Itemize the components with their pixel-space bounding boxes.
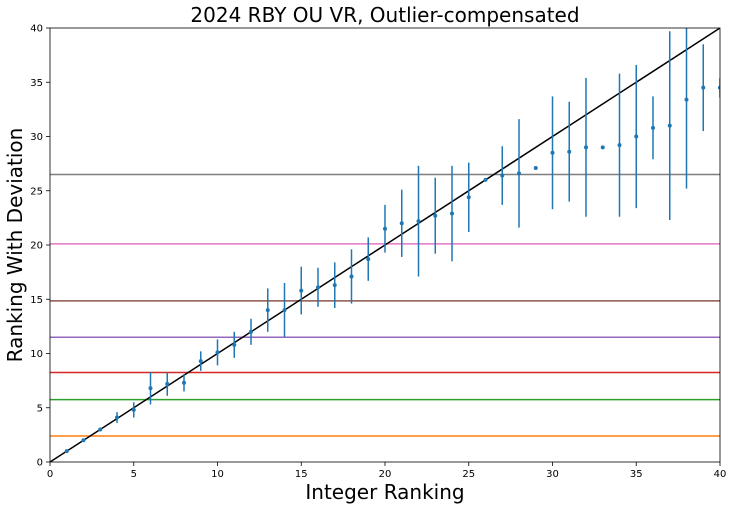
x-tick-label-10: 10 <box>211 469 224 480</box>
data-point-8 <box>182 380 186 385</box>
data-point-5 <box>131 407 136 412</box>
x-tick-label-5: 5 <box>131 469 137 480</box>
y-tick-label-30: 30 <box>30 132 43 143</box>
data-point-20 <box>383 226 387 231</box>
y-tick-label-10: 10 <box>30 349 43 360</box>
x-tick-label-15: 15 <box>295 469 308 480</box>
x-tick-label-35: 35 <box>630 469 643 480</box>
y-tick-label-20: 20 <box>30 241 43 252</box>
data-point-32 <box>584 145 588 150</box>
data-point-24 <box>450 211 454 216</box>
data-point-12 <box>249 329 253 334</box>
data-point-34 <box>617 143 622 148</box>
x-tick-label-20: 20 <box>379 469 392 480</box>
x-tick-label-25: 25 <box>462 469 475 480</box>
data-point-3 <box>98 427 103 432</box>
y-tick-label-25: 25 <box>30 186 43 197</box>
data-point-7 <box>165 381 170 386</box>
data-point-10 <box>215 350 220 355</box>
data-point-4 <box>115 415 119 420</box>
data-point-13 <box>265 308 270 313</box>
y-tick-label-40: 40 <box>30 24 43 35</box>
data-point-39 <box>701 85 706 90</box>
y-tick-label-5: 5 <box>37 403 43 414</box>
data-point-36 <box>651 125 655 130</box>
data-point-6 <box>148 386 153 391</box>
data-point-14 <box>282 308 287 313</box>
data-point-23 <box>433 213 438 218</box>
data-point-21 <box>399 221 404 226</box>
data-point-30 <box>550 150 555 155</box>
data-point-31 <box>567 149 572 154</box>
x-tick-label-30: 30 <box>546 469 559 480</box>
data-point-40 <box>718 85 720 90</box>
data-point-35 <box>634 134 639 139</box>
plot-area: 0 5 10 15 20 25 30 35 40 0 5 10 15 20 25 30 35 40 <box>30 24 726 481</box>
data-point-37 <box>667 123 672 128</box>
data-point-2 <box>81 438 86 443</box>
data-point-38 <box>684 97 689 102</box>
data-point-27 <box>500 173 505 178</box>
y-tick-label-15: 15 <box>30 295 43 306</box>
data-point-11 <box>232 342 237 347</box>
data-point-1 <box>64 449 69 454</box>
data-point-15 <box>299 288 304 293</box>
data-point-25 <box>466 195 471 200</box>
x-tick-label-0: 0 <box>47 469 53 480</box>
data-point-28 <box>517 171 521 176</box>
data-point-33 <box>600 145 605 150</box>
x-tick-label-40: 40 <box>714 469 727 480</box>
data-point-17 <box>332 283 337 288</box>
data-point-22 <box>416 219 421 224</box>
data-point-9 <box>198 359 203 364</box>
y-tick-label-0: 0 <box>37 458 43 469</box>
y-tick-label-35: 35 <box>30 78 43 89</box>
data-point-26 <box>483 177 488 182</box>
data-point-29 <box>533 165 538 170</box>
x-axis-label: Integer Ranking <box>305 480 464 504</box>
data-point-18 <box>349 274 354 279</box>
data-point-16 <box>316 285 320 290</box>
data-point-19 <box>366 257 371 262</box>
y-axis-label: Ranking With Deviation <box>3 128 27 363</box>
chart-title: 2024 RBY OU VR, Outlier-compensated <box>190 3 579 27</box>
